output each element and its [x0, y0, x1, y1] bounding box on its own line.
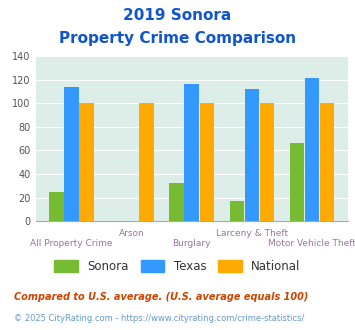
Text: All Property Crime: All Property Crime — [30, 239, 113, 248]
Bar — [185, 84, 199, 221]
Bar — [305, 79, 319, 221]
Bar — [140, 103, 154, 221]
Bar — [245, 89, 259, 221]
Text: Arson: Arson — [119, 229, 144, 238]
Text: 2019 Sonora: 2019 Sonora — [124, 8, 231, 23]
Text: Burglary: Burglary — [173, 239, 211, 248]
Legend: Sonora, Texas, National: Sonora, Texas, National — [50, 255, 305, 278]
Bar — [200, 103, 214, 221]
Bar — [64, 87, 79, 221]
Text: Motor Vehicle Theft: Motor Vehicle Theft — [268, 239, 355, 248]
Bar — [290, 143, 304, 221]
Bar — [80, 103, 94, 221]
Bar — [230, 201, 244, 221]
Bar — [169, 183, 184, 221]
Bar — [260, 103, 274, 221]
Text: Compared to U.S. average. (U.S. average equals 100): Compared to U.S. average. (U.S. average … — [14, 292, 308, 302]
Bar — [320, 103, 334, 221]
Bar — [49, 192, 64, 221]
Text: Larceny & Theft: Larceny & Theft — [216, 229, 288, 238]
Text: Property Crime Comparison: Property Crime Comparison — [59, 31, 296, 46]
Text: © 2025 CityRating.com - https://www.cityrating.com/crime-statistics/: © 2025 CityRating.com - https://www.city… — [14, 314, 305, 323]
